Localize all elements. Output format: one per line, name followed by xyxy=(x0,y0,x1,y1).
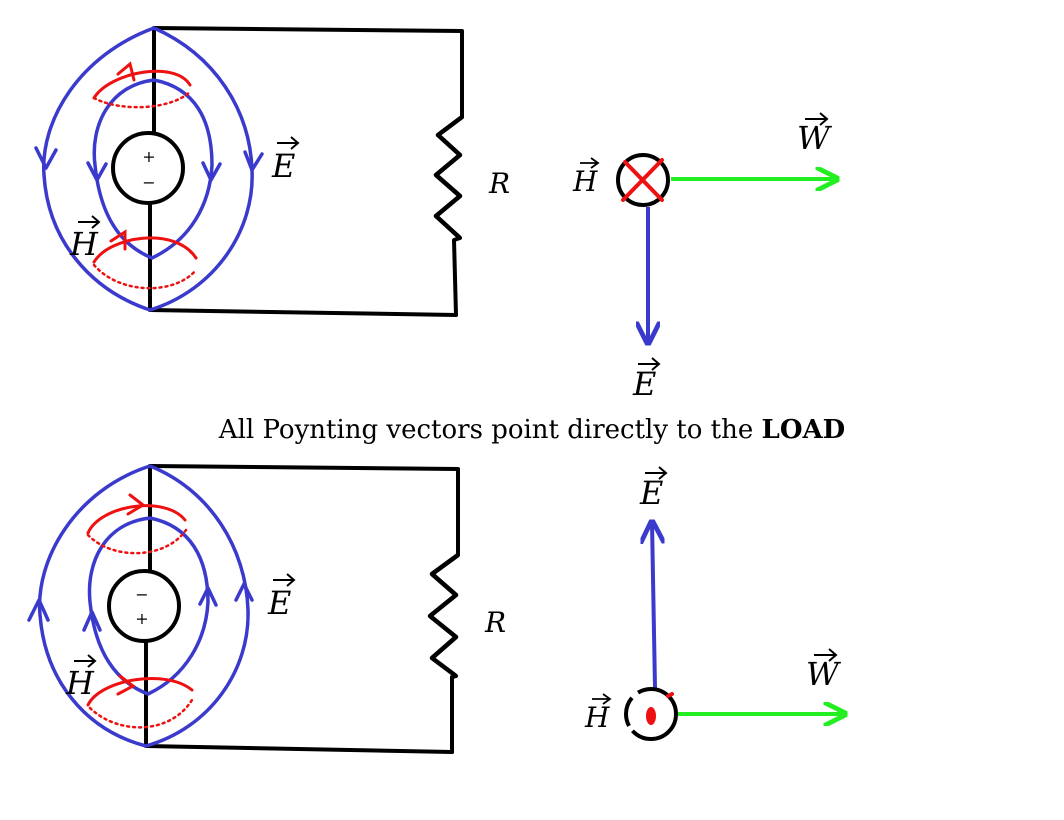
bottom-vector-diagram: H W E xyxy=(584,466,845,741)
top-vector-label-H: H xyxy=(572,157,600,198)
bottom-resistor xyxy=(427,553,460,678)
caption-bold-load: LOAD xyxy=(761,415,846,445)
top-resistor xyxy=(433,115,464,240)
caption-text: All Poynting vectors point directly to t… xyxy=(218,415,762,445)
bottom-H-dot xyxy=(646,707,656,725)
top-circuit: + − E H R xyxy=(34,26,510,317)
top-wires xyxy=(148,26,464,317)
top-source-minus: − xyxy=(142,173,155,192)
svg-text:E: E xyxy=(267,584,291,622)
bottom-vector-label-E: E xyxy=(639,466,668,512)
svg-text:H: H xyxy=(65,664,95,702)
bottom-source-plus: + xyxy=(135,609,148,628)
bottom-label-R: R xyxy=(484,606,506,639)
bottom-H-field-lines xyxy=(86,493,194,729)
top-label-E: E xyxy=(271,136,300,185)
bottom-voltage-source xyxy=(107,569,181,643)
top-voltage-source xyxy=(111,131,185,205)
top-label-H: H xyxy=(69,215,101,263)
svg-text:H: H xyxy=(584,701,610,734)
top-label-R: R xyxy=(488,167,510,200)
svg-text:H: H xyxy=(69,225,99,263)
caption: All Poynting vectors point directly to t… xyxy=(0,415,1064,445)
bottom-vector-label-H: H xyxy=(584,693,612,734)
bottom-E-field-lines xyxy=(27,464,254,748)
top-vector-diagram: H W E xyxy=(572,112,837,403)
top-E-field-lines xyxy=(34,26,264,312)
bottom-label-E: E xyxy=(267,573,296,622)
bottom-vector-label-W: W xyxy=(806,648,842,693)
svg-text:E: E xyxy=(271,147,295,185)
svg-text:E: E xyxy=(632,365,656,403)
bottom-label-H: H xyxy=(65,654,97,702)
svg-text:E: E xyxy=(639,474,663,512)
top-H-cross xyxy=(621,158,664,202)
top-H-field-lines xyxy=(92,61,198,290)
top-vector-label-W: W xyxy=(797,112,833,157)
top-vector-label-E: E xyxy=(632,357,661,403)
bottom-circuit: − + E H R xyxy=(27,464,506,754)
svg-text:W: W xyxy=(797,119,833,157)
bottom-source-minus: − xyxy=(135,585,148,604)
top-source-plus: + xyxy=(142,147,155,166)
bottom-wires xyxy=(144,464,460,754)
svg-text:W: W xyxy=(806,655,842,693)
svg-text:H: H xyxy=(572,165,598,198)
bottom-E-arrow xyxy=(652,522,655,689)
